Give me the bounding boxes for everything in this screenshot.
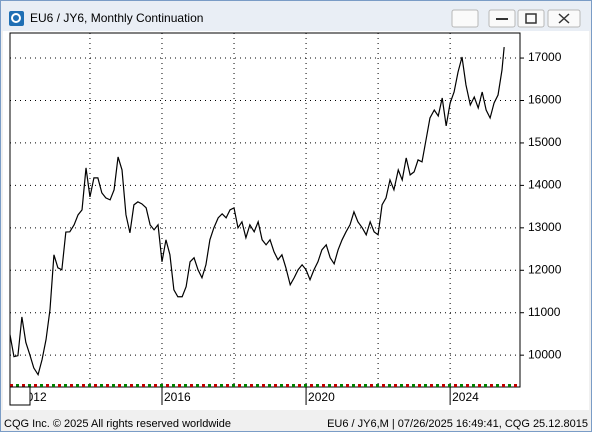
maximize-button[interactable] xyxy=(517,9,545,28)
y-tick-label: 17000 xyxy=(528,50,562,64)
plot-border xyxy=(9,32,521,388)
footer-right: EU6 / JY6,M | 07/26/2025 16:49:41, CQG 2… xyxy=(327,418,588,430)
price-line xyxy=(9,46,505,377)
y-tick-label: 13000 xyxy=(528,220,562,234)
maximize-glyph xyxy=(525,13,537,24)
footer-left: CQG Inc. © 2025 All rights reserved worl… xyxy=(4,418,231,430)
scroll-box xyxy=(9,386,31,406)
y-tick-label: 14000 xyxy=(528,178,562,192)
x-tick-label: 2024 xyxy=(452,390,479,404)
y-tick-label: 12000 xyxy=(528,262,562,276)
y-tick-label: 11000 xyxy=(528,305,561,319)
y-tick-label: 15000 xyxy=(528,135,562,149)
x-tick-label: 2016 xyxy=(164,390,191,404)
plot: 10000 11000 12000 13000 14000 15000 16000 17000… xyxy=(9,32,562,406)
window-title: EU6 / JY6, Monthly Continuation xyxy=(30,11,203,25)
x-tick-label: 2020 xyxy=(308,390,335,404)
y-tick-label: 16000 xyxy=(528,93,562,107)
y-tick-label: 10000 xyxy=(528,347,562,361)
link-button[interactable] xyxy=(451,9,479,28)
app-icon-glyph xyxy=(11,13,21,23)
close-glyph xyxy=(558,13,570,24)
